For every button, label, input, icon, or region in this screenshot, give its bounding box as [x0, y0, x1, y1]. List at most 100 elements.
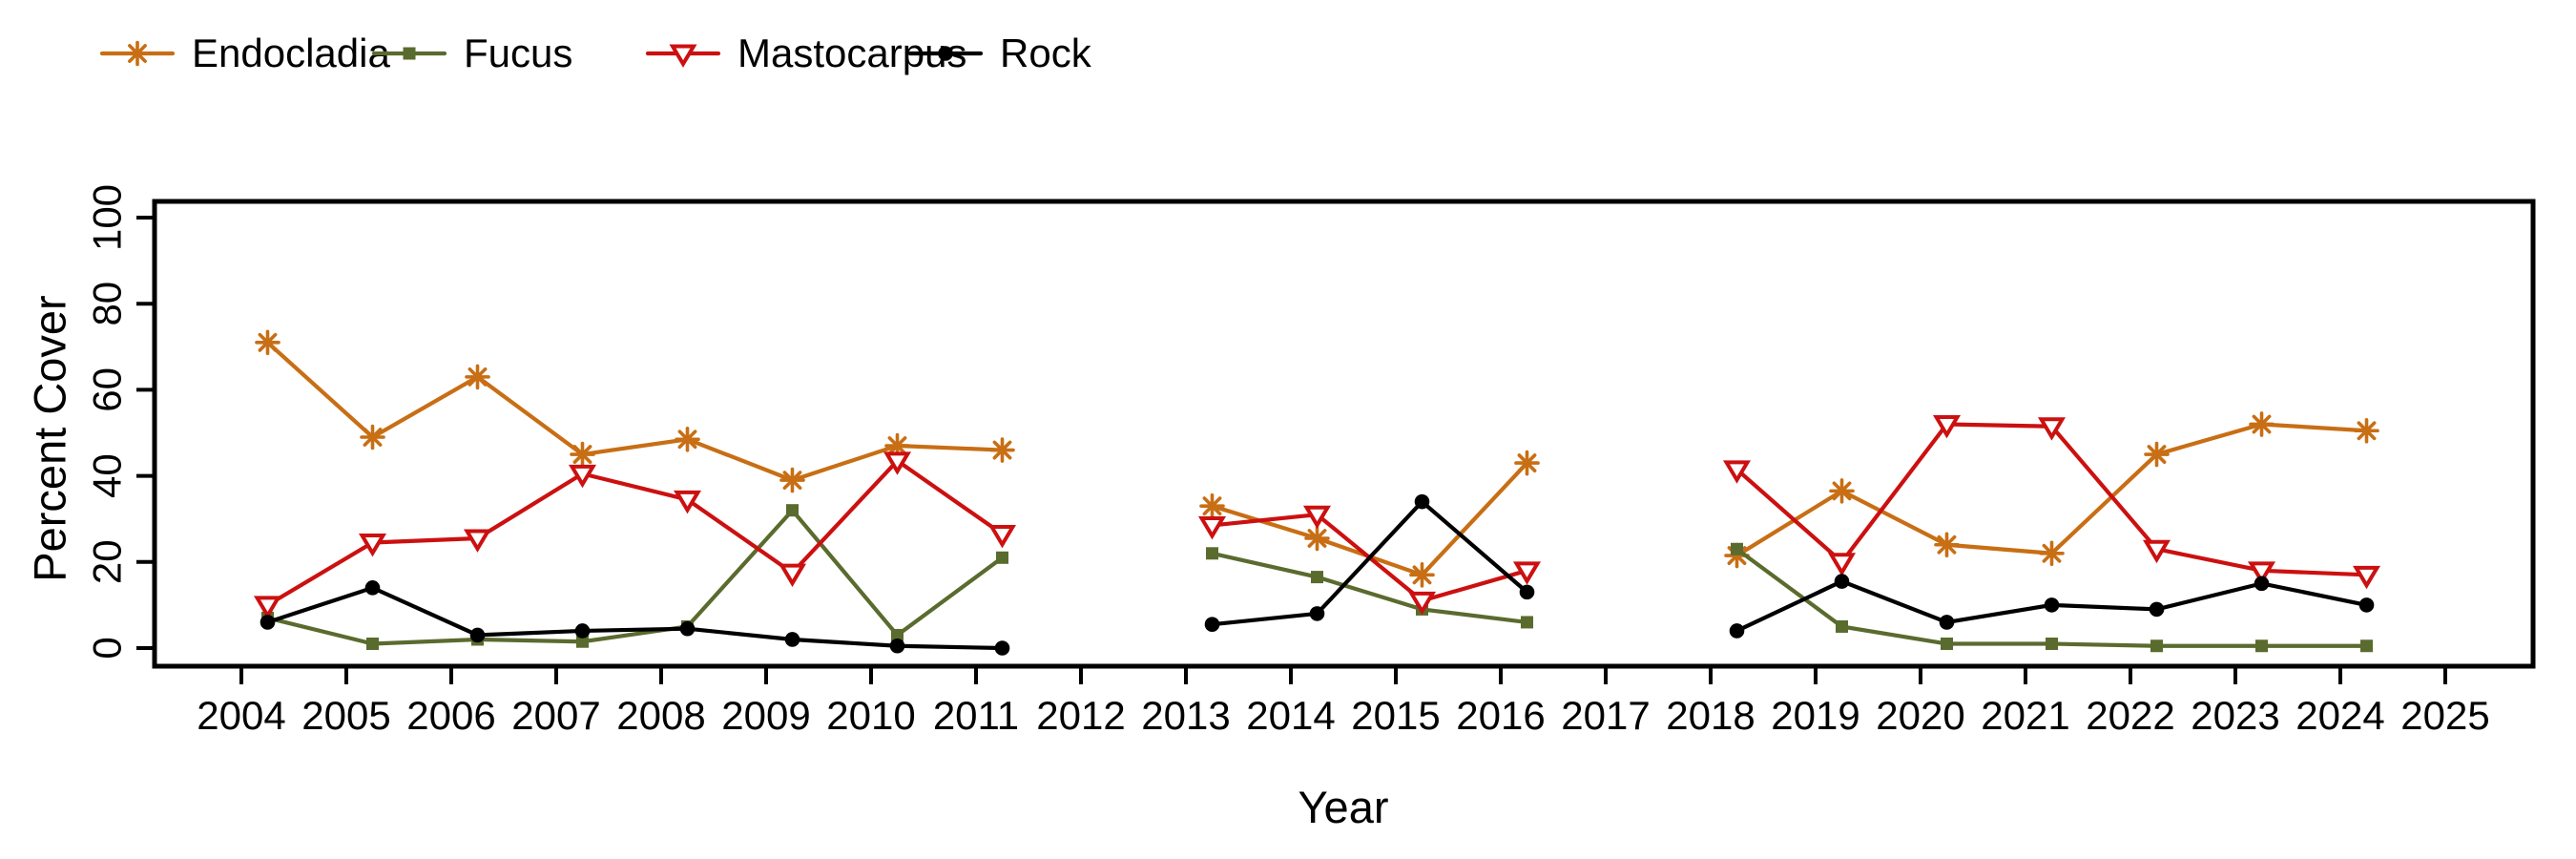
- legend-label: Fucus: [464, 31, 573, 75]
- filled-circle-marker: [2358, 597, 2375, 613]
- series-rock: [260, 493, 2375, 656]
- y-tick-label: 0: [85, 637, 130, 659]
- filled-circle-marker: [260, 615, 276, 630]
- filled-square-marker: [2360, 639, 2373, 653]
- open-triangle-down-marker: [2037, 417, 2067, 441]
- y-axis: 0 20 40 60 80 100: [85, 184, 155, 660]
- filled-square-marker: [403, 47, 416, 60]
- asterisk-marker: [1199, 492, 1225, 519]
- x-tick-label: 2013: [1141, 693, 1230, 738]
- filled-square-marker: [2046, 637, 2058, 650]
- legend-label: Rock: [1000, 31, 1091, 75]
- filled-circle-marker: [784, 632, 800, 647]
- filled-circle-marker: [938, 46, 953, 61]
- series-line: [265, 585, 1005, 651]
- x-tick-label: 2019: [1771, 693, 1859, 738]
- asterisk-marker: [1409, 562, 1435, 588]
- filled-square-marker: [1941, 637, 1953, 650]
- filled-square-marker: [1311, 571, 1323, 584]
- filled-circle-marker: [1414, 493, 1430, 510]
- x-tick-label: 2008: [616, 693, 705, 738]
- x-tick-label: 2005: [301, 693, 390, 738]
- open-triangle-down-marker: [2247, 561, 2276, 585]
- open-triangle-down-marker: [1302, 505, 1332, 530]
- filled-circle-marker: [994, 640, 1010, 656]
- x-tick-label: 2023: [2191, 693, 2279, 738]
- filled-circle-marker: [1729, 623, 1745, 639]
- open-triangle-down-marker: [778, 563, 807, 587]
- filled-square-marker: [1206, 547, 1218, 560]
- filled-circle-marker: [679, 620, 696, 637]
- open-triangle-down-marker: [1407, 591, 1437, 616]
- x-tick-label: 2006: [406, 693, 495, 738]
- asterisk-marker: [1934, 532, 1960, 558]
- y-tick-label: 100: [85, 184, 130, 251]
- x-tick-label: 2010: [826, 693, 915, 738]
- open-triangle-down-marker: [1722, 460, 1752, 484]
- asterisk-marker: [2039, 540, 2065, 567]
- open-triangle-down-marker: [463, 529, 492, 553]
- filled-circle-marker: [1939, 615, 1955, 630]
- x-tick-label: 2012: [1036, 693, 1125, 738]
- fucus-marker-icon: [371, 47, 447, 60]
- x-tick-label: 2015: [1351, 693, 1440, 738]
- x-axis: 2004 2005 2006 2007 2008 2009 2010 2011 2012 2013…: [197, 666, 2490, 738]
- x-tick-label: 2025: [2400, 693, 2489, 738]
- asterisk-marker: [124, 40, 151, 67]
- legend: Endocladia Fucus Mastocarpus Rock: [0, 27, 2576, 80]
- open-triangle-down-marker: [568, 464, 597, 489]
- series-endocladia: [255, 329, 2379, 588]
- open-triangle-down-marker: [358, 534, 387, 557]
- y-tick-label: 20: [85, 539, 130, 584]
- y-tick-label: 80: [85, 282, 130, 326]
- asterisk-marker: [360, 424, 385, 450]
- filled-square-marker: [2150, 639, 2163, 653]
- x-tick-label: 2024: [2296, 693, 2384, 738]
- filled-circle-marker: [2044, 597, 2060, 613]
- filled-circle-marker: [2149, 601, 2165, 618]
- x-tick-label: 2021: [1981, 693, 2069, 738]
- open-triangle-down-marker: [2352, 565, 2381, 590]
- asterisk-marker: [255, 329, 280, 356]
- x-tick-label: 2009: [721, 693, 810, 738]
- filled-circle-marker: [889, 638, 905, 654]
- x-tick-label: 2007: [511, 693, 600, 738]
- filled-square-marker: [576, 635, 589, 648]
- mastocarpus-marker-icon: [645, 44, 721, 68]
- asterisk-marker: [779, 467, 805, 493]
- rock-marker-icon: [907, 46, 984, 61]
- endocladia-marker-icon: [99, 40, 176, 67]
- x-tick-label: 2017: [1561, 693, 1650, 738]
- filled-square-marker: [2255, 639, 2268, 653]
- asterisk-marker: [1829, 478, 1855, 504]
- x-tick-label: 2022: [2086, 693, 2174, 738]
- legend-item-rock: Rock: [906, 27, 1091, 80]
- filled-circle-marker: [1204, 617, 1220, 632]
- asterisk-marker: [2249, 411, 2275, 437]
- filled-circle-marker: [574, 623, 591, 639]
- x-tick-label: 2016: [1456, 693, 1545, 738]
- filled-circle-marker: [364, 580, 381, 596]
- y-tick-label: 60: [85, 367, 130, 412]
- asterisk-marker: [675, 426, 700, 452]
- series-line: [265, 458, 1005, 608]
- asterisk-marker: [570, 441, 595, 468]
- filled-square-marker: [1731, 542, 1743, 555]
- x-tick-label: 2018: [1666, 693, 1755, 738]
- y-axis-title: Percent Cover: [24, 295, 75, 582]
- x-tick-label: 2014: [1246, 693, 1335, 738]
- asterisk-marker: [465, 364, 490, 390]
- open-triangle-down-marker: [1197, 515, 1227, 540]
- filled-square-marker: [996, 551, 1008, 564]
- series-line: [1210, 551, 1529, 625]
- x-axis-title: Year: [1298, 782, 1389, 832]
- legend-item-endocladia: Endocladia: [98, 27, 390, 80]
- open-triangle-down-marker: [2142, 539, 2171, 564]
- x-tick-label: 2011: [933, 693, 1019, 738]
- series-line: [265, 340, 1005, 483]
- asterisk-marker: [1304, 525, 1330, 552]
- filled-square-marker: [366, 637, 379, 650]
- open-triangle-down-marker: [669, 44, 697, 68]
- series-mastocarpus: [253, 414, 2381, 619]
- open-triangle-down-marker: [1827, 553, 1857, 576]
